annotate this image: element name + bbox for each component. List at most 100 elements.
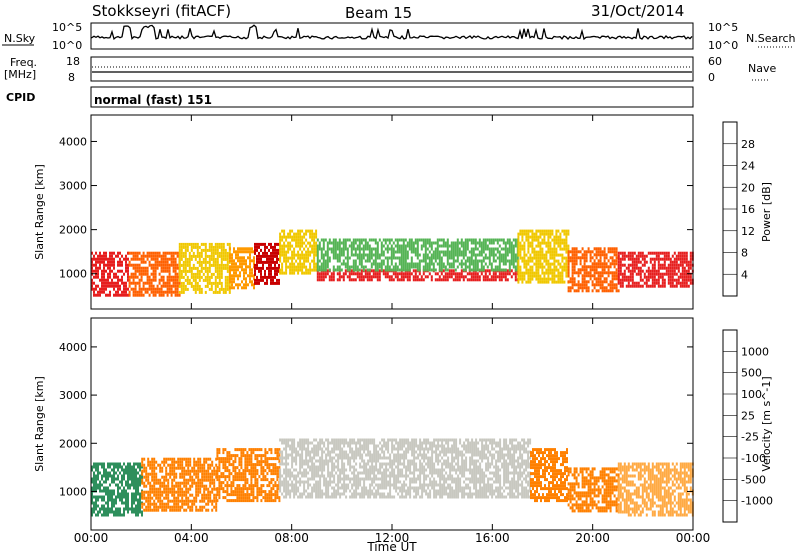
data-cell <box>462 268 465 272</box>
data-cell <box>651 257 654 261</box>
data-cell <box>229 247 231 251</box>
data-cell <box>107 501 109 505</box>
data-cell <box>146 251 149 255</box>
data-cell <box>198 245 201 249</box>
data-cell <box>216 242 219 246</box>
data-cell <box>325 480 328 484</box>
data-cell <box>113 263 115 267</box>
data-cell <box>93 477 95 481</box>
data-cell <box>281 253 284 257</box>
data-cell <box>663 254 666 258</box>
data-cell <box>687 260 690 264</box>
data-cell <box>216 257 219 261</box>
data-cell <box>370 256 373 260</box>
data-cell <box>125 501 127 505</box>
data-cell <box>109 489 111 493</box>
data-cell <box>313 259 316 263</box>
data-cell <box>185 493 188 497</box>
data-cell <box>107 272 109 276</box>
data-cell <box>490 247 493 251</box>
data-cell <box>609 286 612 290</box>
data-cell <box>270 469 273 473</box>
data-cell <box>675 284 678 288</box>
data-cell <box>673 257 676 261</box>
data-cell <box>184 287 187 291</box>
data-cell <box>523 265 526 269</box>
data-cell <box>601 280 604 284</box>
data-cell <box>121 465 123 469</box>
data-cell <box>193 481 196 485</box>
data-cell <box>358 275 361 279</box>
data-cell <box>224 287 227 291</box>
data-cell <box>319 456 322 460</box>
data-cell <box>480 241 483 245</box>
data-cell <box>521 247 524 251</box>
data-cell <box>557 235 560 239</box>
data-cell <box>103 272 105 276</box>
data-cell <box>297 241 300 245</box>
data-cell <box>115 507 117 511</box>
data-cell <box>151 472 154 476</box>
data-cell <box>519 271 522 275</box>
data-cell <box>525 253 528 257</box>
data-cell <box>253 286 255 290</box>
data-cell <box>406 250 409 254</box>
data-cell <box>468 268 471 272</box>
data-cell <box>201 478 204 482</box>
data-cell <box>681 275 684 279</box>
data-cell <box>619 251 622 255</box>
data-cell <box>301 253 304 257</box>
data-cell <box>307 471 310 475</box>
data-cell <box>191 499 194 503</box>
data-cell <box>531 238 534 242</box>
data-cell <box>268 448 271 452</box>
data-cell <box>494 253 497 257</box>
data-cell <box>156 290 159 294</box>
data-cell <box>414 272 417 276</box>
data-cell <box>197 481 200 485</box>
data-cell <box>251 274 253 278</box>
data-cell <box>148 254 151 258</box>
data-cell <box>167 457 170 461</box>
data-cell <box>212 257 215 261</box>
data-cell <box>278 499 281 503</box>
data-cell <box>244 481 247 485</box>
data-cell <box>246 460 249 464</box>
data-cell <box>685 263 688 267</box>
data-cell <box>256 263 258 267</box>
data-cell <box>250 478 253 482</box>
data-cell <box>287 241 290 245</box>
data-cell <box>188 278 191 282</box>
data-cell <box>178 269 181 273</box>
data-cell <box>182 260 185 264</box>
data-cell <box>216 478 219 482</box>
data-cell <box>152 272 155 276</box>
data-cell <box>305 271 308 275</box>
data-cell <box>486 256 489 260</box>
data-cell <box>101 272 103 276</box>
data-cell <box>376 241 379 245</box>
data-cell <box>151 487 154 491</box>
data-cell <box>446 238 449 242</box>
data-cell <box>245 280 247 284</box>
data-cell <box>204 248 207 252</box>
data-cell <box>541 268 544 272</box>
data-cell <box>565 256 568 260</box>
data-cell <box>414 265 417 269</box>
data-cell <box>254 466 257 470</box>
data-cell <box>319 474 322 478</box>
data-cell <box>200 242 203 246</box>
data-cell <box>394 244 397 248</box>
data-cell <box>301 450 304 454</box>
data-cell <box>599 283 602 287</box>
data-cell <box>476 272 479 276</box>
data-cell <box>480 259 483 263</box>
data-cell <box>207 496 210 500</box>
data-cell <box>525 238 528 242</box>
data-cell <box>234 460 237 464</box>
data-cell <box>117 486 119 490</box>
data-cell <box>557 259 560 263</box>
data-cell <box>319 495 322 499</box>
data-cell <box>527 256 530 260</box>
data-cell <box>430 241 433 245</box>
